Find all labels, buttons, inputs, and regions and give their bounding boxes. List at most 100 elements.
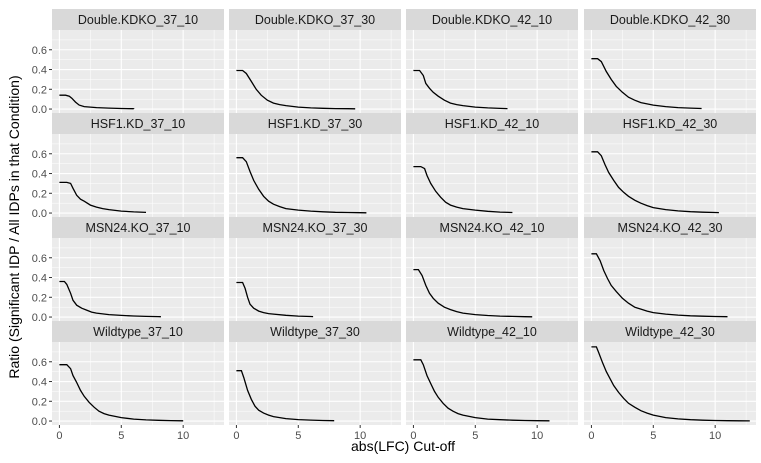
panel: Wildtype_37_30 0 5 10 xyxy=(229,321,401,442)
series-line xyxy=(236,370,335,422)
panel-strip xyxy=(406,321,578,342)
panel-background xyxy=(584,30,756,113)
panel-background xyxy=(584,342,756,425)
panel-strip xyxy=(229,113,401,134)
y-tick-label: 0.0 xyxy=(32,312,47,324)
series-line xyxy=(59,280,161,318)
panel-strip xyxy=(584,113,756,134)
panel-background xyxy=(52,134,224,217)
panel: Double.KDKO_37_30 xyxy=(229,9,401,113)
series-line xyxy=(59,181,147,214)
panel: HSF1.KD_42_30 xyxy=(584,113,756,217)
x-tick-label: 5 xyxy=(650,430,656,442)
panel-background xyxy=(229,134,401,217)
series-line xyxy=(413,69,508,110)
panel: MSN24.KO_42_10 xyxy=(406,217,578,321)
panel-strip xyxy=(52,113,224,134)
x-tick-label: 5 xyxy=(472,430,478,442)
panel-background xyxy=(52,238,224,321)
panel-title: MSN24.KO_42_30 xyxy=(618,221,723,235)
panel-title: Double.KDKO_42_10 xyxy=(432,13,552,27)
panel: Wildtype_42_10 0 5 10 xyxy=(406,321,578,442)
x-axis-title: abs(LFC) Cut-off xyxy=(351,438,455,454)
panel-strip xyxy=(406,113,578,134)
series-line xyxy=(59,94,135,110)
panel-background xyxy=(406,134,578,217)
panel-title: Double.KDKO_37_10 xyxy=(78,13,198,27)
panel-background xyxy=(584,134,756,217)
panel-title: HSF1.KD_37_10 xyxy=(91,117,186,131)
panel-title: Double.KDKO_42_30 xyxy=(610,13,730,27)
x-tick-label: 0 xyxy=(233,430,239,442)
x-tick-label: 10 xyxy=(531,430,543,442)
panel-title: HSF1.KD_42_10 xyxy=(445,117,540,131)
y-tick-label: 0.0 xyxy=(32,104,47,116)
x-tick-label: 5 xyxy=(295,430,301,442)
panel-title: Wildtype_37_10 xyxy=(93,325,183,339)
panel-title: HSF1.KD_42_30 xyxy=(623,117,718,131)
x-tick-label: 0 xyxy=(588,430,594,442)
y-tick-label: 0.6 xyxy=(32,149,47,161)
panel-background xyxy=(229,342,401,425)
panel-title: Wildtype_42_10 xyxy=(447,325,537,339)
panel: Double.KDKO_37_10 0.0 0.2 0.4 0.6 xyxy=(32,9,224,116)
x-tick-label: 10 xyxy=(177,430,189,442)
panel-strip xyxy=(584,217,756,238)
series-line xyxy=(413,165,513,214)
series-line xyxy=(591,253,728,318)
y-tick-label: 0.4 xyxy=(32,169,47,181)
panel-title: Wildtype_42_30 xyxy=(625,325,715,339)
y-tick-label: 0.4 xyxy=(32,273,47,285)
x-tick-label: 5 xyxy=(118,430,124,442)
y-tick-label: 0.4 xyxy=(32,65,47,77)
y-tick-label: 0.6 xyxy=(32,45,47,57)
y-tick-label: 0.0 xyxy=(32,208,47,220)
y-tick-label: 0.0 xyxy=(32,416,47,428)
panel-strip xyxy=(52,9,224,30)
panel: Double.KDKO_42_10 xyxy=(406,9,578,113)
panel-background xyxy=(52,30,224,113)
x-tick-label: 10 xyxy=(354,430,366,442)
panel-background xyxy=(584,238,756,321)
panel: MSN24.KO_37_30 xyxy=(229,217,401,321)
panel-title: MSN24.KO_42_10 xyxy=(440,221,545,235)
panel: Wildtype_42_30 0 5 10 xyxy=(584,321,756,442)
panel-strip xyxy=(229,217,401,238)
series-line xyxy=(591,346,750,422)
y-tick-label: 0.2 xyxy=(32,84,47,96)
panel-background xyxy=(406,342,578,425)
panel-strip xyxy=(229,9,401,30)
series-line xyxy=(236,69,356,110)
panel-title: Wildtype_37_30 xyxy=(270,325,360,339)
panel: HSF1.KD_42_10 xyxy=(406,113,578,217)
series-line xyxy=(236,281,314,318)
panel-strip xyxy=(229,321,401,342)
series-line xyxy=(591,151,719,214)
series-line xyxy=(236,157,367,214)
panel-title: Double.KDKO_37_30 xyxy=(255,13,375,27)
panel: MSN24.KO_37_10 0.0 0.2 0.4 0.6 xyxy=(32,217,224,324)
panel-strip xyxy=(406,217,578,238)
panel-strip xyxy=(584,9,756,30)
series-line xyxy=(591,58,702,110)
y-tick-label: 0.4 xyxy=(32,377,47,389)
panel-strip xyxy=(52,321,224,342)
y-tick-label: 0.2 xyxy=(32,292,47,304)
y-tick-label: 0.6 xyxy=(32,253,47,265)
panel-title: MSN24.KO_37_30 xyxy=(263,221,368,235)
series-line xyxy=(413,268,533,318)
panels-group: Double.KDKO_37_100.00.20.40.6Double.KDKO… xyxy=(32,9,756,442)
y-tick-label: 0.2 xyxy=(32,188,47,200)
panel-title: MSN24.KO_37_10 xyxy=(86,221,191,235)
x-tick-label: 0 xyxy=(56,430,62,442)
series-line xyxy=(59,364,184,422)
y-tick-label: 0.6 xyxy=(32,357,47,369)
panel-strip xyxy=(584,321,756,342)
panel: Double.KDKO_42_30 xyxy=(584,9,756,113)
panel: HSF1.KD_37_30 xyxy=(229,113,401,217)
panel: HSF1.KD_37_10 0.0 0.2 0.4 0.6 xyxy=(32,113,224,220)
y-tick-label: 0.2 xyxy=(32,396,47,408)
panel-background xyxy=(406,238,578,321)
panel: MSN24.KO_42_30 xyxy=(584,217,756,321)
